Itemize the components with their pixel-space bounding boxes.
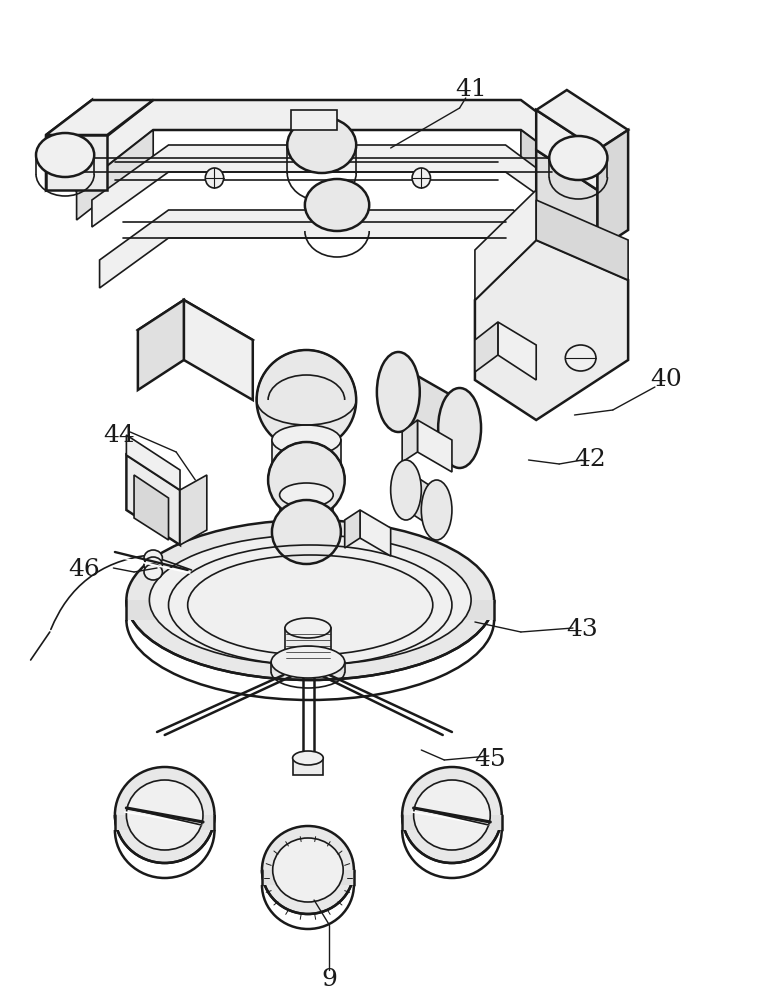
- Polygon shape: [293, 758, 323, 775]
- Ellipse shape: [272, 455, 341, 485]
- Ellipse shape: [414, 780, 490, 850]
- Ellipse shape: [144, 564, 162, 580]
- Polygon shape: [402, 420, 417, 462]
- Polygon shape: [285, 628, 331, 660]
- Ellipse shape: [268, 442, 345, 518]
- Ellipse shape: [421, 480, 452, 540]
- Ellipse shape: [402, 767, 502, 863]
- Ellipse shape: [257, 350, 356, 450]
- Ellipse shape: [272, 500, 341, 564]
- Ellipse shape: [391, 460, 421, 520]
- Ellipse shape: [205, 168, 224, 188]
- Polygon shape: [180, 475, 207, 545]
- Polygon shape: [475, 322, 498, 372]
- Polygon shape: [138, 300, 184, 390]
- Ellipse shape: [565, 345, 596, 371]
- Polygon shape: [272, 440, 341, 470]
- Text: 44: 44: [103, 424, 135, 446]
- Ellipse shape: [293, 751, 323, 765]
- Polygon shape: [475, 240, 628, 420]
- Ellipse shape: [287, 117, 356, 173]
- Polygon shape: [475, 190, 536, 300]
- Polygon shape: [92, 145, 559, 227]
- Polygon shape: [46, 100, 92, 190]
- Ellipse shape: [305, 179, 369, 231]
- Polygon shape: [115, 815, 214, 830]
- Text: 9: 9: [322, 968, 337, 992]
- Ellipse shape: [144, 557, 162, 573]
- Ellipse shape: [285, 650, 331, 670]
- Polygon shape: [46, 135, 107, 190]
- Ellipse shape: [438, 388, 481, 468]
- Polygon shape: [46, 100, 153, 135]
- Polygon shape: [126, 455, 180, 545]
- Polygon shape: [126, 600, 494, 620]
- Polygon shape: [406, 470, 437, 530]
- Ellipse shape: [115, 767, 214, 863]
- Polygon shape: [345, 510, 360, 548]
- Polygon shape: [77, 100, 574, 190]
- Polygon shape: [77, 130, 153, 220]
- Ellipse shape: [285, 618, 331, 638]
- Ellipse shape: [126, 780, 203, 850]
- Polygon shape: [417, 420, 452, 472]
- Polygon shape: [126, 435, 180, 490]
- Ellipse shape: [273, 838, 343, 902]
- Ellipse shape: [262, 826, 354, 914]
- Text: 45: 45: [474, 748, 506, 772]
- Ellipse shape: [149, 535, 471, 665]
- Polygon shape: [138, 300, 253, 370]
- Polygon shape: [536, 150, 597, 250]
- Text: 41: 41: [455, 79, 487, 102]
- Polygon shape: [134, 475, 169, 540]
- Text: 42: 42: [574, 448, 606, 472]
- Text: 40: 40: [650, 368, 683, 391]
- Ellipse shape: [549, 136, 607, 180]
- FancyBboxPatch shape: [291, 110, 337, 130]
- Text: 43: 43: [566, 618, 598, 642]
- Polygon shape: [271, 662, 345, 672]
- Polygon shape: [100, 210, 567, 288]
- Polygon shape: [360, 510, 391, 556]
- Polygon shape: [597, 130, 628, 250]
- Ellipse shape: [377, 352, 420, 432]
- Polygon shape: [184, 300, 253, 400]
- Ellipse shape: [412, 168, 430, 188]
- Polygon shape: [536, 200, 628, 280]
- Polygon shape: [280, 495, 333, 520]
- Polygon shape: [402, 815, 502, 830]
- Ellipse shape: [280, 483, 333, 507]
- Ellipse shape: [36, 133, 94, 177]
- Polygon shape: [498, 322, 536, 380]
- Polygon shape: [536, 110, 597, 190]
- Polygon shape: [536, 90, 628, 150]
- Ellipse shape: [272, 425, 341, 455]
- Polygon shape: [521, 130, 574, 200]
- Ellipse shape: [126, 520, 494, 680]
- Polygon shape: [262, 870, 354, 885]
- Polygon shape: [398, 365, 460, 455]
- Text: 46: 46: [68, 558, 100, 582]
- Ellipse shape: [271, 646, 345, 678]
- Ellipse shape: [280, 508, 333, 532]
- Ellipse shape: [144, 550, 162, 566]
